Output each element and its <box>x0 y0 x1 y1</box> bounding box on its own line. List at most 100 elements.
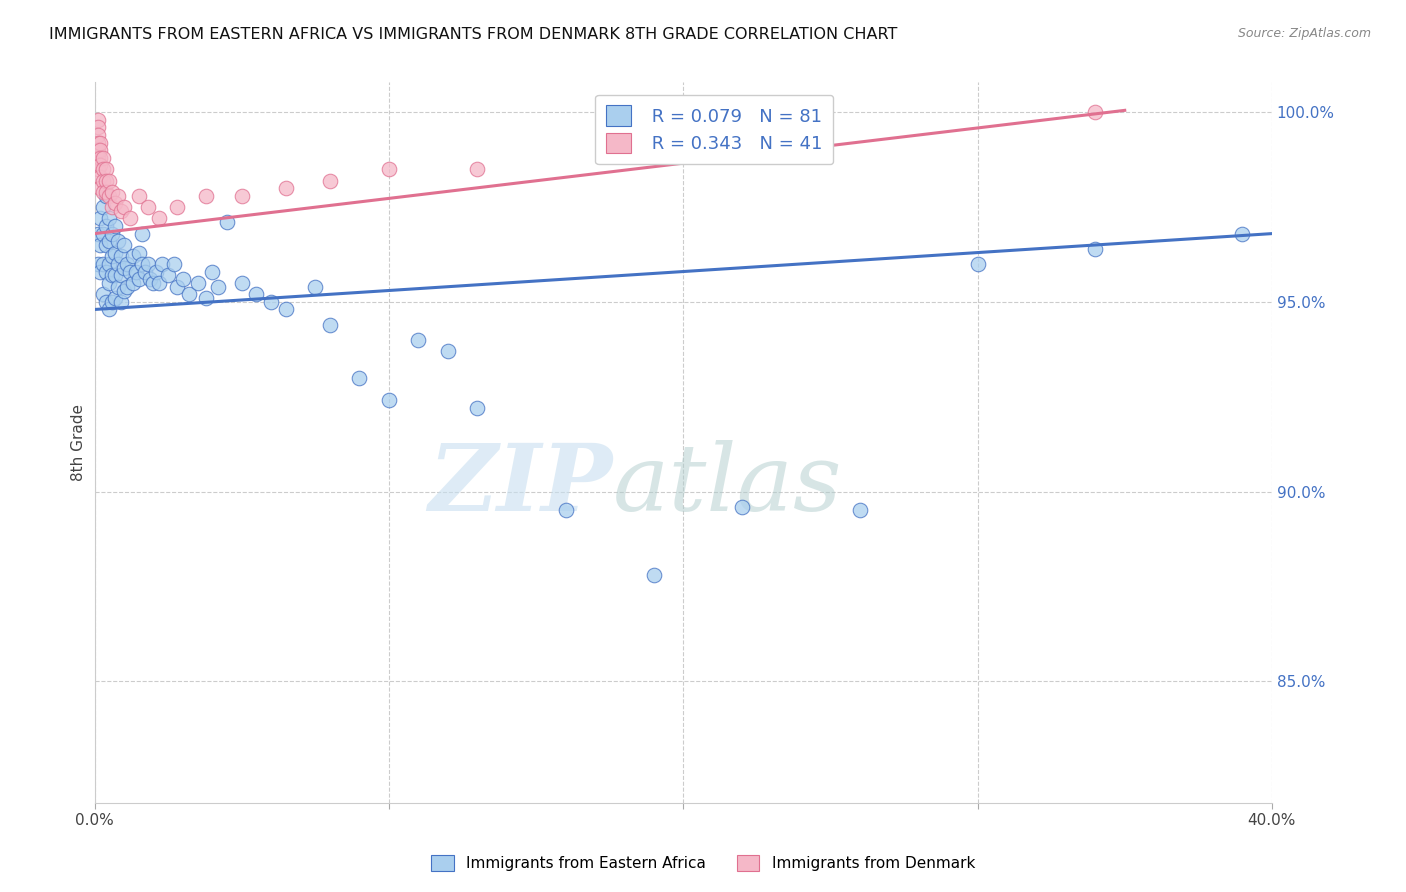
Point <box>96 219 118 233</box>
Point <box>112 200 135 214</box>
Point <box>849 503 872 517</box>
Point <box>128 188 150 202</box>
Point <box>98 211 121 226</box>
Point <box>245 287 267 301</box>
Point <box>128 272 150 286</box>
Point <box>89 143 111 157</box>
Point <box>86 128 108 142</box>
Point <box>93 162 115 177</box>
Point <box>89 264 111 278</box>
Point <box>98 188 121 202</box>
Point <box>110 249 132 263</box>
Point <box>104 291 127 305</box>
Point <box>89 211 111 226</box>
Point <box>319 173 342 187</box>
Point <box>104 219 127 233</box>
Point <box>215 215 238 229</box>
Point <box>148 211 170 226</box>
Point <box>131 257 153 271</box>
Point <box>304 279 326 293</box>
Point <box>436 344 458 359</box>
Point <box>86 143 108 157</box>
Point <box>274 181 297 195</box>
Point <box>274 302 297 317</box>
Point <box>96 294 118 309</box>
Point <box>260 294 283 309</box>
Point <box>731 500 754 514</box>
Point <box>142 276 165 290</box>
Point <box>93 257 115 271</box>
Point <box>96 185 118 199</box>
Point <box>86 120 108 135</box>
Point <box>121 276 143 290</box>
Point <box>408 333 430 347</box>
Point <box>98 173 121 187</box>
Point <box>672 136 695 150</box>
Point <box>110 203 132 218</box>
Point <box>101 227 124 241</box>
Point <box>93 185 115 199</box>
Point <box>86 257 108 271</box>
Text: atlas: atlas <box>613 441 842 531</box>
Point <box>121 249 143 263</box>
Text: Source: ZipAtlas.com: Source: ZipAtlas.com <box>1237 27 1371 40</box>
Point <box>378 393 401 408</box>
Point <box>195 291 218 305</box>
Point <box>319 318 342 332</box>
Point <box>112 238 135 252</box>
Point <box>195 188 218 202</box>
Point <box>104 196 127 211</box>
Point <box>96 188 118 202</box>
Point <box>157 268 180 283</box>
Point <box>93 151 115 165</box>
Point <box>1232 227 1254 241</box>
Point <box>125 264 148 278</box>
Point <box>163 257 186 271</box>
Point <box>134 264 156 278</box>
Point <box>131 227 153 241</box>
Point <box>112 284 135 298</box>
Point <box>112 260 135 275</box>
Point <box>104 245 127 260</box>
Point <box>136 200 159 214</box>
Point <box>93 200 115 214</box>
Point <box>98 302 121 317</box>
Point <box>101 268 124 283</box>
Point <box>166 200 188 214</box>
Point <box>136 257 159 271</box>
Point <box>107 279 129 293</box>
Point <box>554 503 576 517</box>
Point <box>107 188 129 202</box>
Point <box>187 276 209 290</box>
Point <box>378 162 401 177</box>
Point <box>101 294 124 309</box>
Point <box>89 181 111 195</box>
Point <box>93 227 115 241</box>
Point <box>86 151 108 165</box>
Point <box>150 257 173 271</box>
Text: IMMIGRANTS FROM EASTERN AFRICA VS IMMIGRANTS FROM DENMARK 8TH GRADE CORRELATION : IMMIGRANTS FROM EASTERN AFRICA VS IMMIGR… <box>49 27 897 42</box>
Point <box>86 227 108 241</box>
Point <box>86 136 108 150</box>
Point <box>96 162 118 177</box>
Point <box>118 211 141 226</box>
Point <box>231 276 253 290</box>
Point <box>166 279 188 293</box>
Point <box>465 162 488 177</box>
Point <box>177 287 200 301</box>
Point <box>86 162 108 177</box>
Point <box>966 257 988 271</box>
Point <box>145 264 167 278</box>
Point <box>148 276 170 290</box>
Point <box>110 294 132 309</box>
Point <box>128 245 150 260</box>
Point <box>89 158 111 172</box>
Point <box>96 173 118 187</box>
Point <box>107 234 129 248</box>
Point <box>98 234 121 248</box>
Point <box>110 268 132 283</box>
Point <box>101 185 124 199</box>
Point <box>172 272 194 286</box>
Text: ZIP: ZIP <box>429 441 613 531</box>
Point <box>115 257 138 271</box>
